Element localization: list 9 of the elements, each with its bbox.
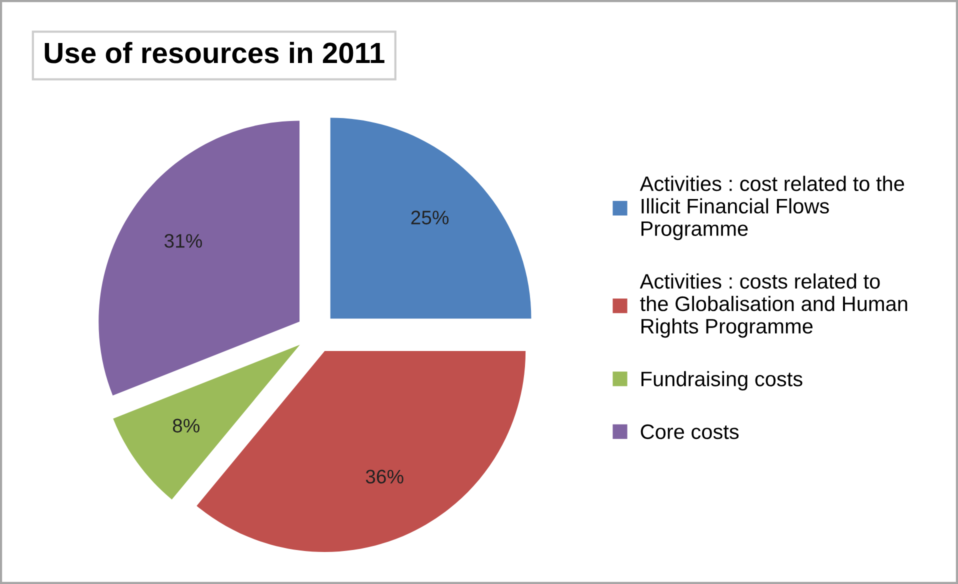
chart-title: Use of resources in 2011 xyxy=(44,42,384,64)
legend-label: Fundraising costs xyxy=(642,371,802,390)
data-label: 31% xyxy=(164,234,202,248)
legend-label: Activities : costs related to the Globalisation and Human Rights Programme xyxy=(640,273,908,338)
legend-label: Core costs xyxy=(640,424,739,440)
data-label: 8% xyxy=(172,418,200,433)
legend-label: Activities : cost related to the Illicit Financial Flows Programme xyxy=(640,176,904,240)
data-label: 36% xyxy=(366,470,404,484)
data-label: 25% xyxy=(411,210,449,224)
